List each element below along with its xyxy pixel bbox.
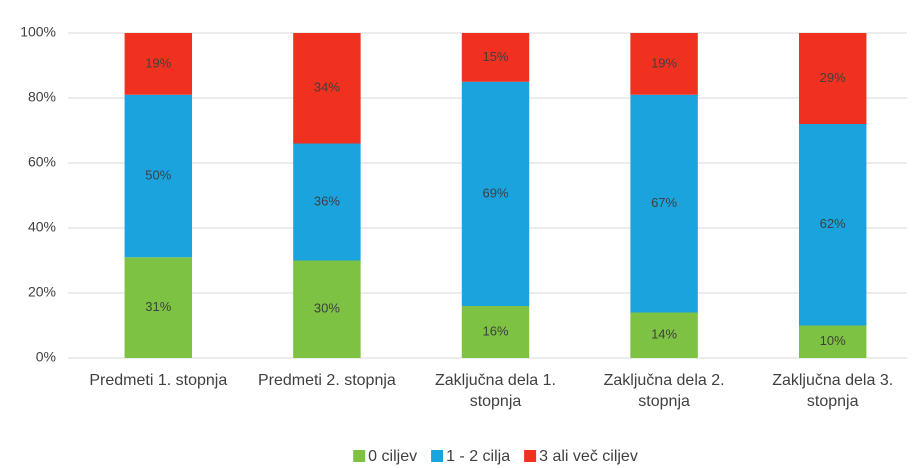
- y-tick-label: 60%: [28, 154, 56, 170]
- y-tick-label: 20%: [28, 284, 56, 300]
- bar-segment: [461, 33, 530, 82]
- legend-label: 0 ciljev: [368, 448, 417, 465]
- bar-segment: [124, 33, 193, 95]
- data-label: 15%: [482, 49, 508, 64]
- x-tick-label: Zaključna dela 2. stopnja: [603, 372, 725, 410]
- y-tick-label: 100%: [20, 24, 56, 40]
- data-label: 14%: [651, 327, 677, 342]
- data-label: 10%: [820, 333, 846, 348]
- data-label: 67%: [651, 195, 677, 210]
- x-tick-label-box: Zaključna dela 2. stopnja: [603, 372, 725, 410]
- data-label: 30%: [314, 301, 340, 316]
- data-label: 19%: [651, 55, 677, 70]
- x-tick-label-box: Zaključna dela 3. stopnja: [772, 372, 894, 410]
- legend-swatch: [431, 450, 444, 462]
- bar-segment: [293, 143, 361, 261]
- data-label: 19%: [145, 55, 171, 70]
- bar-segment: [630, 312, 698, 358]
- data-label: 29%: [820, 70, 846, 85]
- data-label: 31%: [145, 299, 171, 314]
- y-tick-label: 0%: [36, 349, 56, 365]
- data-label: 16%: [482, 323, 508, 338]
- bar-segment: [798, 33, 867, 124]
- x-tick-label: Zaključna dela 3. stopnja: [772, 372, 894, 410]
- data-label: 50%: [145, 167, 171, 182]
- x-tick-label-box: Predmeti 1. stopnja: [89, 372, 228, 389]
- bar-segment: [798, 325, 867, 358]
- bar-segment: [630, 94, 698, 313]
- data-label: 36%: [314, 193, 340, 208]
- y-tick-label: 80%: [28, 89, 56, 105]
- legend-swatch: [353, 450, 366, 462]
- data-label: 34%: [314, 80, 340, 95]
- bar-segment: [124, 94, 193, 258]
- bar-segment: [630, 33, 698, 95]
- x-tick-label: Zaključna dela 1. stopnja: [435, 372, 556, 410]
- bar-segment: [293, 260, 361, 358]
- bar-segment: [461, 306, 530, 358]
- x-tick-label-box: Predmeti 2. stopnja: [257, 372, 396, 389]
- bar-segment: [798, 124, 867, 326]
- legend: 0 ciljev 1 - 2 cilja 3 ali več ciljev: [353, 448, 638, 465]
- bar-segment: [461, 81, 530, 306]
- bar-segment: [293, 33, 361, 144]
- data-label: 62%: [820, 216, 846, 231]
- x-tick-label-box: Zaključna dela 1. stopnja: [435, 372, 556, 410]
- bar-segment: [124, 257, 193, 358]
- legend-label: 3 ali več ciljev: [539, 448, 638, 465]
- legend-swatch: [524, 450, 537, 462]
- data-label: 69%: [482, 185, 508, 200]
- legend-label: 1 - 2 cilja: [446, 448, 510, 465]
- x-tick-label: Predmeti 1. stopnja: [89, 372, 228, 389]
- x-tick-label: Predmeti 2. stopnja: [257, 372, 396, 389]
- y-tick-label: 40%: [28, 219, 56, 235]
